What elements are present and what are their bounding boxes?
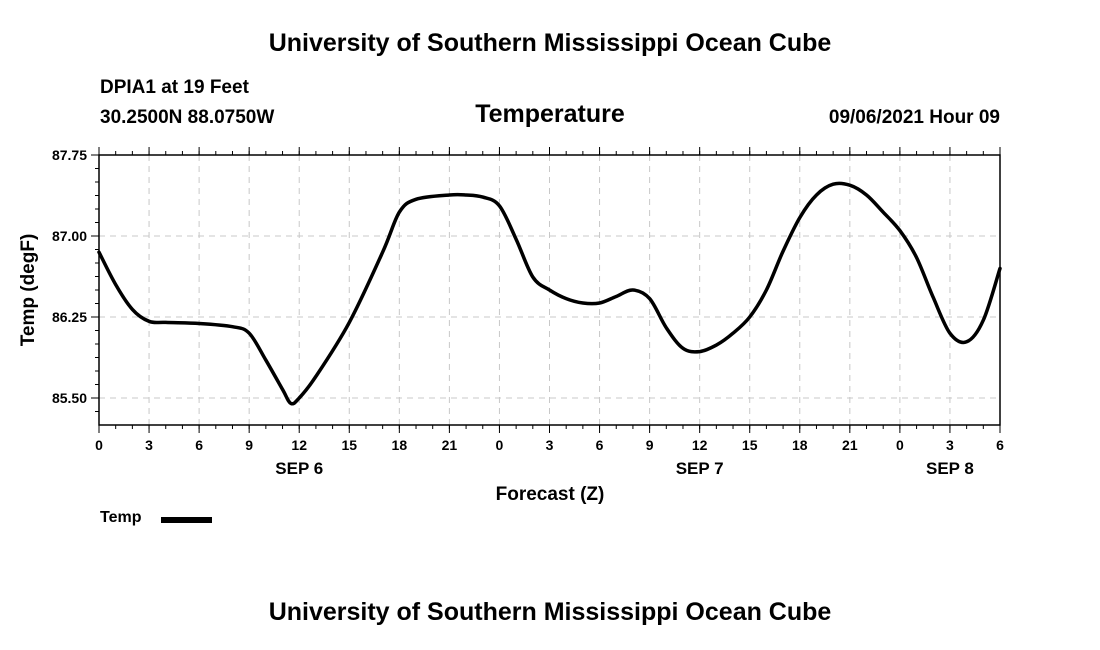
x-tick-label: 0: [496, 437, 504, 453]
date-label: SEP 6: [275, 459, 323, 478]
x-tick-label: 9: [245, 437, 253, 453]
plot-frame: [98, 154, 1001, 426]
header-title-top: University of Southern Mississippi Ocean…: [268, 29, 832, 57]
x-tick-label: 0: [896, 437, 904, 453]
y-tick-label: 87.00: [52, 228, 87, 244]
x-tick-label: 3: [946, 437, 954, 453]
x-tick-label: 21: [442, 437, 458, 453]
legend-label: Temp: [100, 509, 142, 526]
y-tick-label: 87.75: [52, 147, 87, 163]
x-tick-label: 15: [742, 437, 758, 453]
x-tick-label: 6: [996, 437, 1004, 453]
date-label: SEP 7: [676, 459, 724, 478]
x-tick-label: 3: [546, 437, 554, 453]
x-tick-label: 18: [792, 437, 808, 453]
header-title-bottom: University of Southern Mississippi Ocean…: [268, 598, 832, 626]
station-label: DPIA1 at 19 Feet: [100, 77, 249, 98]
coordinates-label: 30.2500N 88.0750W: [100, 107, 275, 128]
x-axis-title: Forecast (Z): [496, 484, 605, 505]
legend-swatch: [161, 517, 212, 523]
x-tick-label: 0: [95, 437, 103, 453]
x-tick-label: 3: [145, 437, 153, 453]
y-axis-title: Temp (degF): [18, 234, 39, 347]
y-tick-label: 85.50: [52, 390, 87, 406]
x-tick-label: 6: [195, 437, 203, 453]
x-tick-label: 15: [341, 437, 357, 453]
y-tick-label: 86.25: [52, 309, 87, 325]
x-tick-label: 6: [596, 437, 604, 453]
date-label: SEP 8: [926, 459, 974, 478]
datetime-label: 09/06/2021 Hour 09: [828, 107, 1000, 128]
x-tick-label: 9: [646, 437, 654, 453]
series-line-temp: [97, 181, 1002, 406]
x-tick-label: 12: [692, 437, 708, 453]
x-tick-label: 12: [291, 437, 307, 453]
x-tick-label: 18: [392, 437, 408, 453]
chart-title: Temperature: [475, 100, 625, 128]
x-tick-label: 21: [842, 437, 858, 453]
